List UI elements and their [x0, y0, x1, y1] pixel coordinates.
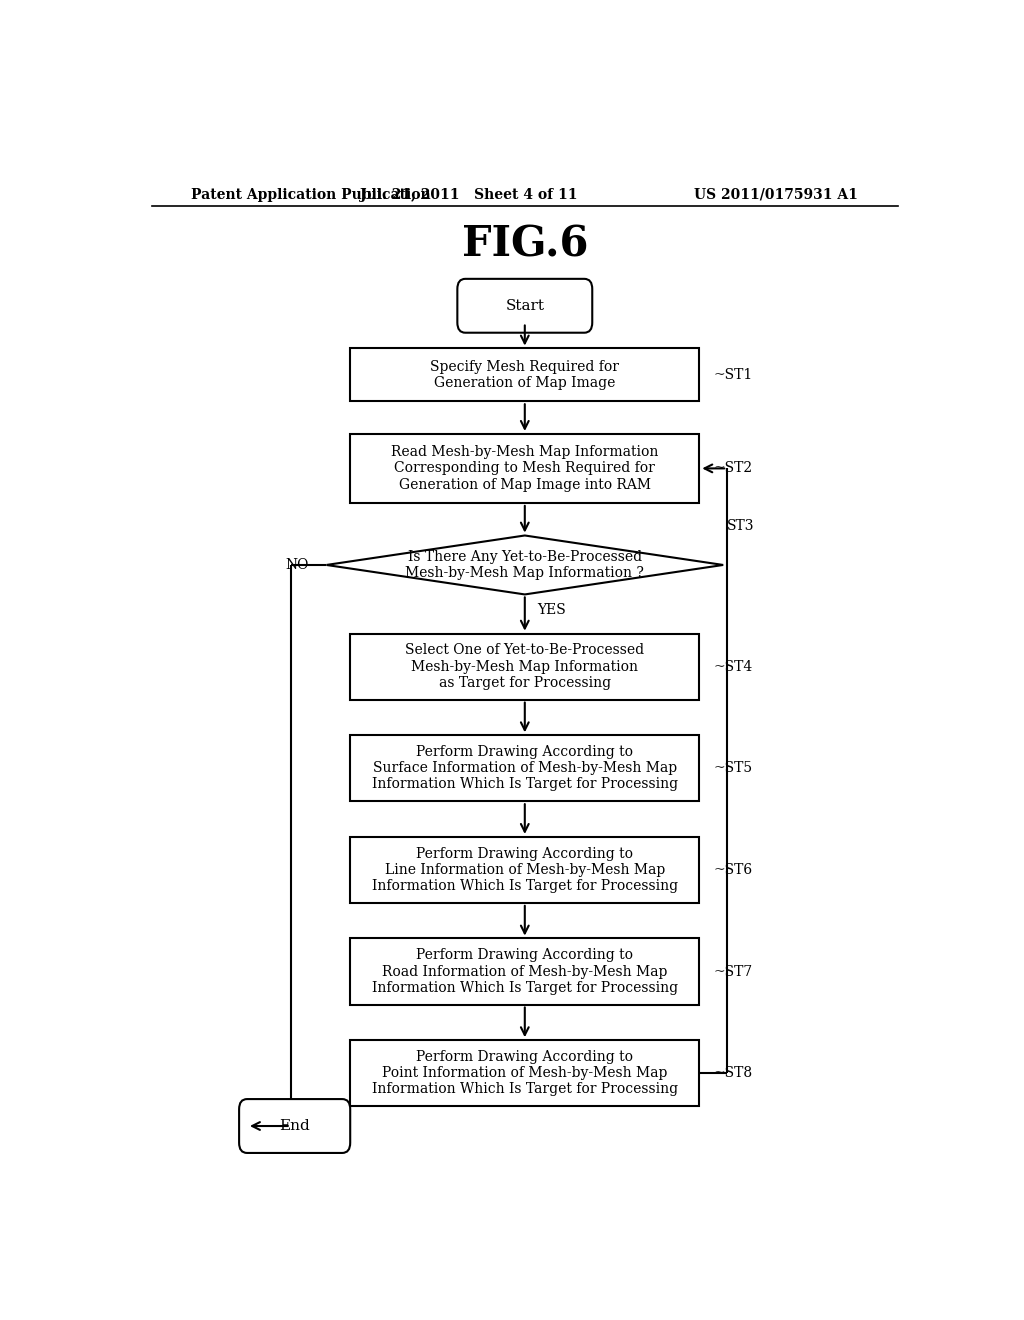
- Text: YES: YES: [537, 602, 565, 616]
- Bar: [350, 434, 699, 503]
- Text: Perform Drawing According to
Line Information of Mesh-by-Mesh Map
Information Wh: Perform Drawing According to Line Inform…: [372, 846, 678, 894]
- Bar: [350, 735, 699, 801]
- Text: ~ST6: ~ST6: [714, 863, 753, 876]
- Text: Patent Application Publication: Patent Application Publication: [191, 187, 431, 202]
- Text: NO: NO: [286, 558, 309, 572]
- Polygon shape: [327, 536, 723, 594]
- Text: ~ST7: ~ST7: [714, 965, 753, 978]
- Bar: [350, 1040, 699, 1106]
- Text: ~ST1: ~ST1: [714, 368, 753, 381]
- Bar: [350, 837, 699, 903]
- Text: Perform Drawing According to
Road Information of Mesh-by-Mesh Map
Information Wh: Perform Drawing According to Road Inform…: [372, 948, 678, 995]
- Bar: [350, 939, 699, 1005]
- Text: Read Mesh-by-Mesh Map Information
Corresponding to Mesh Required for
Generation : Read Mesh-by-Mesh Map Information Corres…: [391, 445, 658, 491]
- Text: Perform Drawing According to
Surface Information of Mesh-by-Mesh Map
Information: Perform Drawing According to Surface Inf…: [372, 744, 678, 792]
- Text: ST3: ST3: [727, 520, 755, 533]
- Text: Perform Drawing According to
Point Information of Mesh-by-Mesh Map
Information W: Perform Drawing According to Point Infor…: [372, 1049, 678, 1097]
- Bar: [350, 348, 699, 401]
- FancyBboxPatch shape: [458, 279, 592, 333]
- Text: ~ST4: ~ST4: [714, 660, 753, 673]
- FancyBboxPatch shape: [239, 1100, 350, 1152]
- Text: US 2011/0175931 A1: US 2011/0175931 A1: [694, 187, 858, 202]
- Text: Start: Start: [505, 298, 545, 313]
- Text: End: End: [280, 1119, 310, 1133]
- Text: Jul. 21, 2011   Sheet 4 of 11: Jul. 21, 2011 Sheet 4 of 11: [360, 187, 578, 202]
- Text: ~ST2: ~ST2: [714, 462, 753, 475]
- Text: Is There Any Yet-to-Be-Processed
Mesh-by-Mesh Map Information ?: Is There Any Yet-to-Be-Processed Mesh-by…: [406, 550, 644, 579]
- Text: Specify Mesh Required for
Generation of Map Image: Specify Mesh Required for Generation of …: [430, 360, 620, 389]
- Text: ~ST8: ~ST8: [714, 1067, 753, 1080]
- Bar: [350, 634, 699, 700]
- Text: ~ST5: ~ST5: [714, 762, 753, 775]
- Text: Select One of Yet-to-Be-Processed
Mesh-by-Mesh Map Information
as Target for Pro: Select One of Yet-to-Be-Processed Mesh-b…: [406, 643, 644, 690]
- Text: FIG.6: FIG.6: [462, 224, 588, 265]
